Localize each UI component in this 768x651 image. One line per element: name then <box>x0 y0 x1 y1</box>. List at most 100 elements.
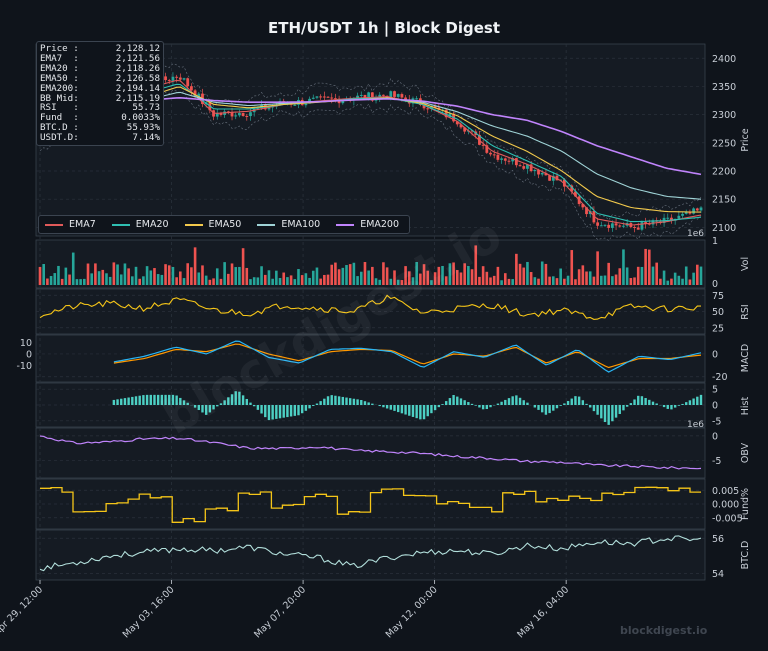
x-tick-label: May 16, 04:00 <box>515 584 571 640</box>
volume-bar <box>323 275 326 285</box>
x-tick-label: May 03, 16:00 <box>121 584 177 640</box>
hist-bar <box>637 396 639 405</box>
hist-bar <box>386 405 388 408</box>
legend-label: EMA200 <box>360 219 399 230</box>
volume-bar <box>589 271 592 285</box>
hist-bar <box>120 399 122 405</box>
volume-bar <box>127 268 130 285</box>
hist-bar <box>290 405 292 416</box>
hist-bar <box>142 395 144 405</box>
legend-swatch <box>45 224 63 226</box>
hist-bar <box>327 396 329 405</box>
candle-body <box>696 208 699 210</box>
y-tick-label: 5 <box>712 385 718 396</box>
volume-bar <box>596 251 599 285</box>
hist-bar <box>264 405 266 417</box>
candle-body <box>681 214 684 216</box>
y-axis-label: Price <box>740 128 751 151</box>
brand-footer: blockdigest.io <box>620 624 707 637</box>
hist-bar <box>559 405 561 406</box>
volume-bar <box>153 268 156 285</box>
volume-bar <box>209 280 212 285</box>
hist-bar <box>124 398 126 405</box>
panel-btcd <box>36 530 705 580</box>
hist-bar <box>397 405 399 412</box>
volume-bar <box>582 265 585 285</box>
hist-bar <box>578 397 580 405</box>
hist-bar <box>135 396 137 405</box>
volume-bar <box>493 276 496 285</box>
candle-body <box>312 98 315 99</box>
hist-bar <box>563 403 565 405</box>
panel-obv <box>36 428 705 478</box>
volume-bar <box>175 277 178 285</box>
volume-bar <box>220 279 223 285</box>
hist-bar <box>438 405 440 407</box>
y-tick-label: 54 <box>712 569 724 580</box>
volume-bar <box>511 279 514 285</box>
volume-bar <box>65 268 68 285</box>
hist-bar <box>434 405 436 410</box>
candle-body <box>426 108 429 109</box>
hist-bar <box>353 399 355 405</box>
y-tick-label: 0.000 <box>712 500 739 511</box>
hist-bar <box>696 397 698 405</box>
hist-bar <box>342 397 344 405</box>
candle-body <box>164 76 167 80</box>
hist-bar <box>268 405 270 420</box>
hist-bar <box>419 405 421 419</box>
hist-bar <box>257 405 259 410</box>
volume-bar <box>345 265 348 285</box>
y-tick-label: 2150 <box>712 195 736 206</box>
hist-bar <box>271 405 273 419</box>
volume-bar <box>124 263 127 285</box>
hist-bar <box>150 395 152 405</box>
hist-bar <box>463 400 465 405</box>
info-value: 7.14% <box>132 133 160 143</box>
candle-body <box>541 173 544 175</box>
volume-bar <box>227 274 230 285</box>
legend-item-ema100: EMA100 <box>257 219 320 230</box>
hist-bar <box>644 398 646 405</box>
hist-bar <box>127 398 129 405</box>
y-tick-label-left: 0 <box>26 349 32 360</box>
volume-bar <box>183 278 186 285</box>
y-axis-label: RSI <box>740 304 751 319</box>
volume-bar <box>556 278 559 285</box>
x-tick-label: Apr 29, 12:00 <box>0 584 45 638</box>
candle-body <box>242 113 245 116</box>
candle-body <box>323 97 326 98</box>
volume-bar <box>559 269 562 285</box>
hist-bar <box>379 405 381 406</box>
candle-body <box>319 96 322 97</box>
hist-bar <box>279 405 281 418</box>
hist-bar <box>427 405 429 416</box>
y-tick-label: 0 <box>712 401 718 412</box>
hist-bar <box>655 403 657 405</box>
volume-bar <box>275 271 278 285</box>
hist-bar <box>545 405 547 415</box>
hist-bar <box>582 400 584 405</box>
candle-body <box>234 115 237 116</box>
volume-bar <box>666 281 669 285</box>
legend-swatch <box>185 224 203 226</box>
x-tick-label: May 12, 00:00 <box>384 584 440 640</box>
hist-bar <box>297 405 299 415</box>
volume-bar <box>615 275 618 285</box>
volume-bar <box>696 265 699 285</box>
volume-bar <box>39 267 42 285</box>
volume-bar <box>330 265 333 285</box>
hist-bar <box>511 396 513 405</box>
hist-bar <box>574 396 576 405</box>
volume-bar <box>655 263 658 285</box>
y-tick-label: 2300 <box>712 110 736 121</box>
volume-bar <box>179 271 182 285</box>
hist-bar <box>345 398 347 405</box>
volume-bar <box>644 249 647 285</box>
legend-item-ema200: EMA200 <box>336 219 399 230</box>
y-tick-label: 75 <box>712 291 724 302</box>
volume-bar <box>633 277 636 285</box>
hist-bar <box>371 404 373 405</box>
volume-bar <box>282 273 285 285</box>
y-tick-label: 0 <box>712 431 718 442</box>
